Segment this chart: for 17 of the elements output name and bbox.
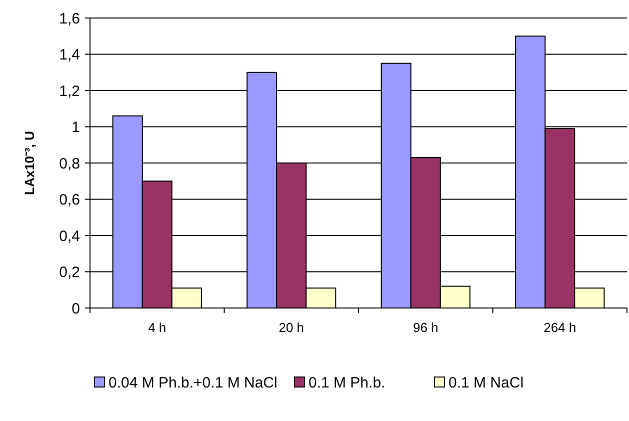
x-tick-label: 4 h [148,320,166,335]
y-tick-label: 1 [72,119,80,136]
y-tick-label: 0,4 [59,228,80,245]
y-tick-label: 0,6 [59,192,80,208]
y-tick-label: 1,2 [59,82,80,100]
y-axis-title: LAx10⁻³, U [22,131,37,195]
legend-label: 0.1 M Ph.b. [308,374,386,392]
y-tick-label: 0,8 [59,155,80,172]
x-tick-label: 20 h [278,320,304,335]
x-tick-label: 264 h [544,320,576,335]
legend-label: 0.1 M NaCl [448,374,524,392]
y-tick-label: 1,4 [59,46,80,64]
legend-label: 0.04 M Ph.b.+0.1 M NaCl [108,374,278,392]
y-tick-label: 1,6 [59,10,80,28]
x-tick-label: 96 h [412,320,438,335]
y-tick-label: 0 [72,300,80,318]
y-tick-label: 0,2 [59,264,80,281]
